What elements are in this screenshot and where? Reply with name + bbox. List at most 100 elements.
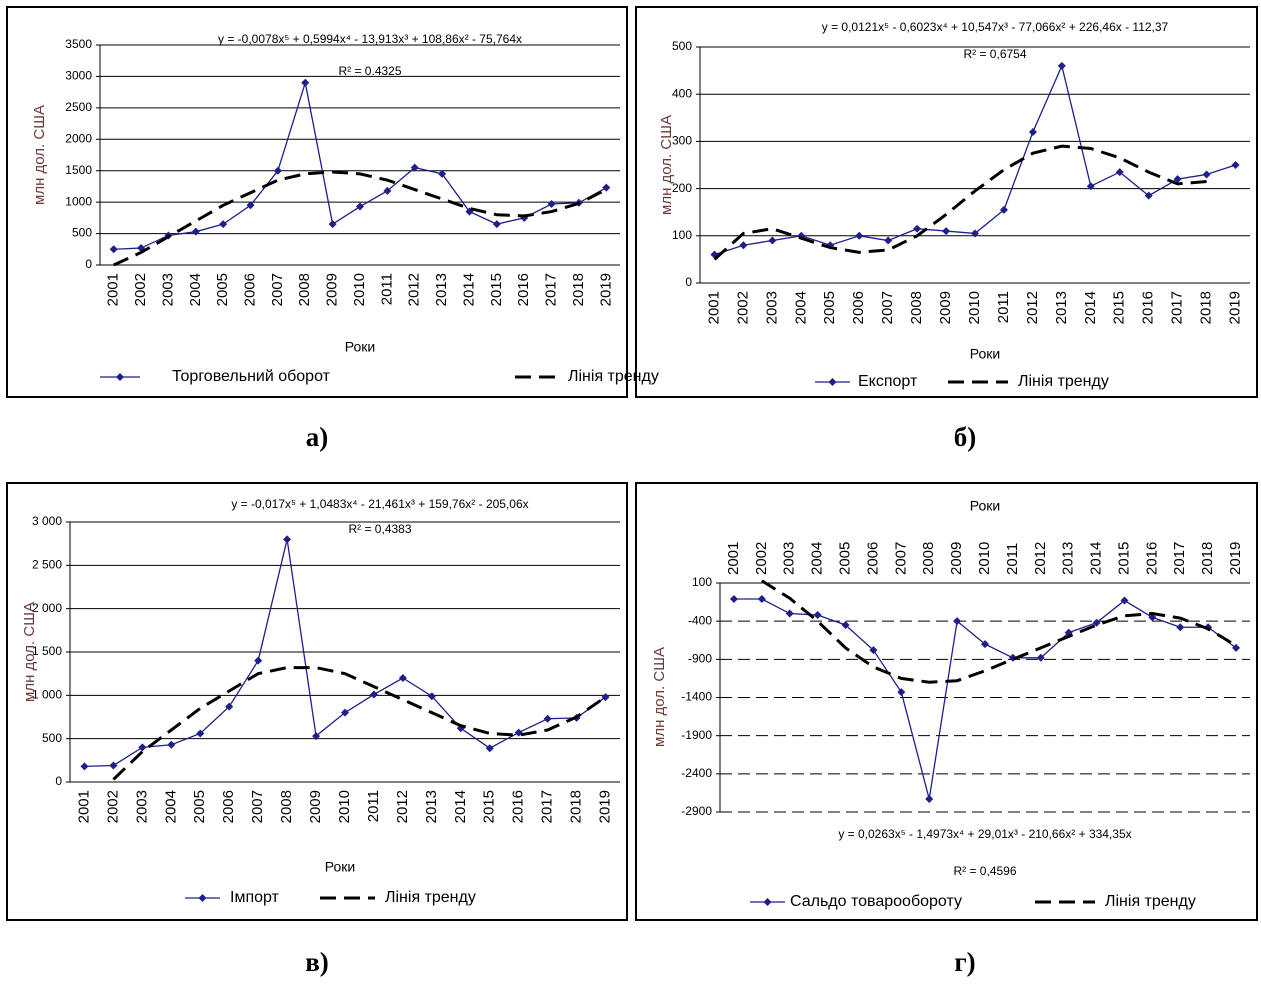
x-tick-label: 2015 [1115, 542, 1132, 575]
x-tick-label: 2008 [920, 542, 937, 575]
x-tick-label: 2010 [976, 542, 993, 575]
x-tick-label: 2017 [539, 790, 556, 823]
x-tick-label: 2009 [307, 790, 324, 823]
data-point [1028, 127, 1037, 136]
x-tick-label: 2007 [249, 790, 266, 823]
y-axis-title: млн дол. США [21, 602, 38, 702]
x-tick-label: 2018 [568, 790, 585, 823]
y-tick-label: 100 [692, 575, 712, 589]
data-point [953, 617, 962, 626]
data-point [109, 761, 118, 770]
x-tick-label: 2014 [452, 790, 469, 823]
x-tick-label: 2011 [378, 273, 395, 305]
x-tick-label: 2015 [488, 273, 505, 306]
data-point [485, 744, 494, 753]
trend-line [113, 170, 607, 267]
y-tick-label: 500 [72, 226, 92, 240]
panel-frame [6, 482, 628, 921]
y-tick-label: 1 000 [32, 688, 62, 702]
x-tick-label: 2008 [296, 273, 313, 306]
x-tick-label: 2007 [892, 542, 909, 575]
y-tick-label: -900 [688, 652, 712, 666]
x-tick-label: 2019 [597, 273, 614, 306]
data-point [739, 241, 748, 250]
x-tick-label: 2016 [510, 790, 527, 823]
y-tick-label: 0 [85, 257, 92, 271]
y-tick-label: 2500 [65, 100, 92, 114]
x-tick-label: 2018 [1198, 291, 1215, 324]
y-tick-label: 2000 [65, 131, 92, 145]
x-tick-label: 2016 [1143, 542, 1160, 575]
x-tick-label: 2018 [1199, 542, 1216, 575]
data-point [1120, 596, 1129, 605]
panel-frame [6, 6, 628, 398]
x-tick-label: 2019 [1226, 291, 1243, 324]
data-point [1092, 618, 1101, 627]
y-tick-label: 300 [672, 134, 692, 148]
y-tick-label: 0 [55, 774, 62, 788]
x-tick-label: 2016 [515, 273, 532, 306]
trend-line [112, 666, 607, 781]
data-point [942, 227, 951, 236]
legend-marker [828, 378, 837, 386]
r-squared: R² = 0,4596 [953, 864, 1016, 878]
y-tick-label: 1500 [65, 163, 92, 177]
data-point [138, 743, 147, 752]
x-tick-label: 2011 [995, 291, 1012, 323]
y-tick-label: 500 [672, 39, 692, 53]
y-tick-label: 2 500 [32, 558, 62, 572]
data-point [999, 205, 1008, 214]
data-point [273, 166, 282, 175]
data-point [1231, 161, 1240, 169]
x-tick-label: 2010 [966, 291, 983, 324]
x-tick-label: 2010 [336, 790, 353, 823]
legend-label: Лінія тренду [1105, 893, 1196, 910]
data-point [855, 231, 864, 240]
data-point [167, 740, 176, 749]
x-tick-label: 2005 [191, 790, 208, 823]
x-tick-label: 2011 [1004, 543, 1021, 575]
data-point [383, 186, 392, 195]
data-point [369, 690, 378, 699]
x-tick-label: 2012 [1024, 291, 1041, 324]
x-tick-label: 2003 [133, 790, 150, 823]
y-tick-label: 3 000 [32, 514, 62, 528]
data-point [1202, 170, 1211, 179]
data-point [1144, 191, 1153, 200]
y-tick-label: 500 [42, 731, 62, 745]
trend-line [713, 144, 1207, 261]
legend-label: Лінія тренду [568, 368, 659, 385]
data-point [196, 729, 205, 738]
x-tick-label: 2012 [394, 790, 411, 823]
x-tick-label: 2001 [725, 542, 742, 575]
r-squared: R² = 0,4383 [348, 522, 411, 536]
panel-caption: в) [305, 947, 329, 977]
x-tick-label: 2018 [570, 273, 587, 306]
legend-marker [116, 373, 124, 381]
panel-caption: б) [954, 422, 977, 452]
data-point [547, 200, 556, 209]
data-point [1176, 623, 1185, 632]
data-point [283, 535, 292, 544]
x-tick-label: 2009 [937, 291, 954, 324]
x-tick-label: 2004 [792, 291, 809, 324]
data-point [301, 78, 310, 87]
x-tick-label: 2012 [1032, 542, 1049, 575]
data-point [1057, 61, 1066, 70]
data-point [1086, 182, 1095, 191]
x-tick-label: 2011 [365, 790, 382, 822]
x-tick-label: 2005 [821, 291, 838, 324]
data-point [225, 702, 234, 711]
x-tick-label: 2014 [1082, 291, 1099, 324]
data-point [1232, 643, 1241, 652]
x-axis-title: Роки [970, 498, 1000, 514]
data-point [543, 714, 552, 723]
data-point [729, 595, 738, 604]
x-tick-label: 2006 [850, 291, 867, 324]
x-axis-title: Роки [970, 346, 1000, 362]
x-tick-label: 2010 [351, 273, 368, 306]
data-line [733, 598, 1237, 800]
y-tick-label: 100 [672, 228, 692, 242]
data-point [80, 762, 89, 771]
data-point [492, 220, 501, 229]
